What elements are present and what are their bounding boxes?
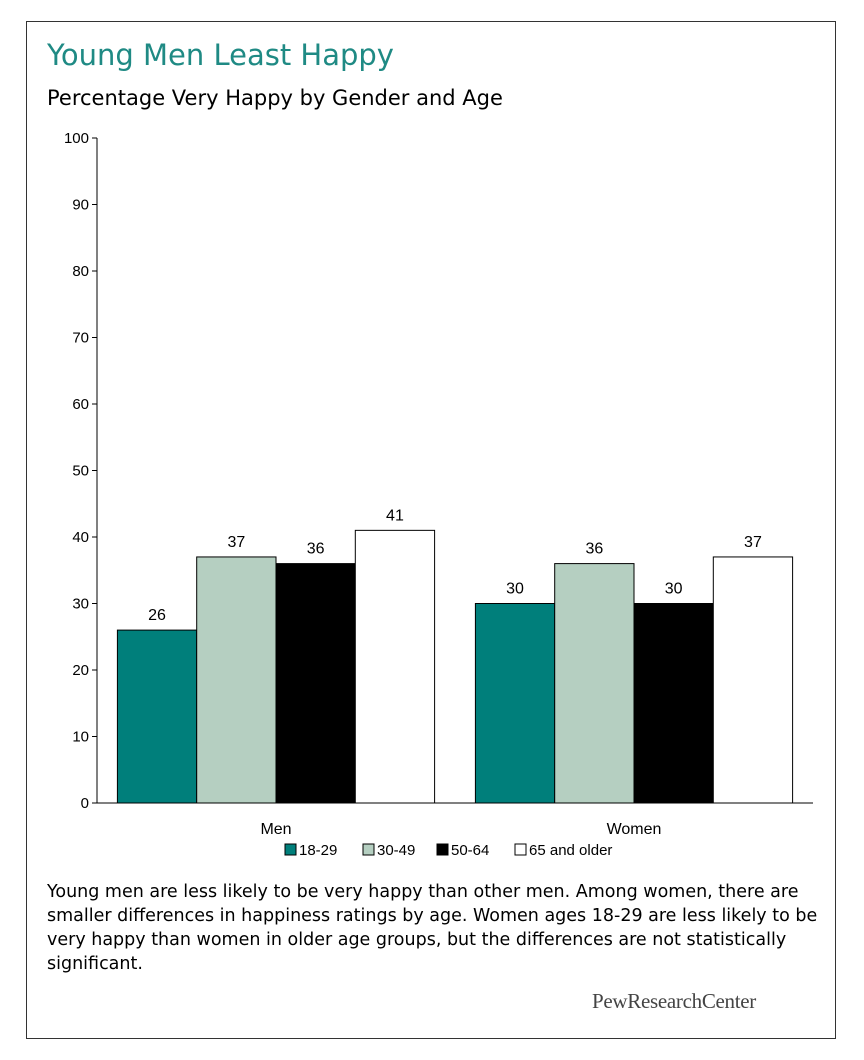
bar-chart: 0 10 20 30 40 50 60 70 80 90 100 26 37 36 41 Men 30 36 30 3…: [64, 130, 813, 859]
bar-value-label: 36: [585, 541, 603, 558]
y-tick-label: 20: [72, 662, 89, 679]
y-tick-label: 0: [81, 795, 89, 812]
bar-value-label: 30: [665, 581, 683, 598]
bar-men-18-29: [116, 629, 198, 804]
chart-frame: Young Men Least Happy Percentage Very Ha…: [26, 21, 836, 1039]
y-tick-label: 60: [72, 396, 89, 413]
y-tick-label: 70: [72, 330, 89, 347]
bar-men-50-64: [275, 563, 356, 804]
legend-label: 18-29: [299, 842, 337, 859]
y-tick-label: 80: [72, 263, 89, 280]
legend-label: 65 and older: [529, 842, 612, 859]
bar-men-30-49: [196, 556, 277, 804]
x-category-label: Women: [607, 821, 662, 838]
bar-value-label: 41: [386, 507, 404, 524]
chart-note: Young men are less likely to be very hap…: [47, 882, 818, 974]
bar-women-50-64: [633, 603, 714, 804]
chart-title: Young Men Least Happy: [47, 38, 394, 72]
bar-women-18-29: [474, 603, 556, 804]
bar-value-label: 37: [227, 534, 245, 551]
y-tick-label: 30: [72, 596, 89, 613]
legend-swatch-50-64: [436, 843, 449, 856]
legend-swatch-18-29: [284, 843, 297, 856]
y-tick-label: 90: [72, 197, 89, 214]
bar-women-65-and-older: [712, 556, 794, 804]
bar-value-label: 26: [148, 607, 166, 624]
legend-swatch-65-and-older: [514, 843, 527, 856]
bar-value-label: 30: [506, 581, 524, 598]
chart-subtitle: Percentage Very Happy by Gender and Age: [47, 86, 503, 110]
bar-value-label: 36: [307, 541, 325, 558]
legend-label: 50-64: [451, 842, 489, 859]
bar-men-65-and-older: [354, 529, 436, 804]
bar-women-30-49: [554, 563, 635, 804]
pew-research-center-logo: PewResearchCenter: [592, 989, 756, 1013]
bar-value-label: 37: [744, 534, 762, 551]
legend-label: 30-49: [377, 842, 415, 859]
y-tick-label: 100: [64, 130, 89, 147]
y-tick-label: 50: [72, 463, 89, 480]
y-tick-label: 10: [72, 729, 89, 746]
y-tick-label: 40: [72, 529, 89, 546]
x-category-label: Men: [260, 821, 291, 838]
legend-swatch-30-49: [362, 843, 375, 856]
